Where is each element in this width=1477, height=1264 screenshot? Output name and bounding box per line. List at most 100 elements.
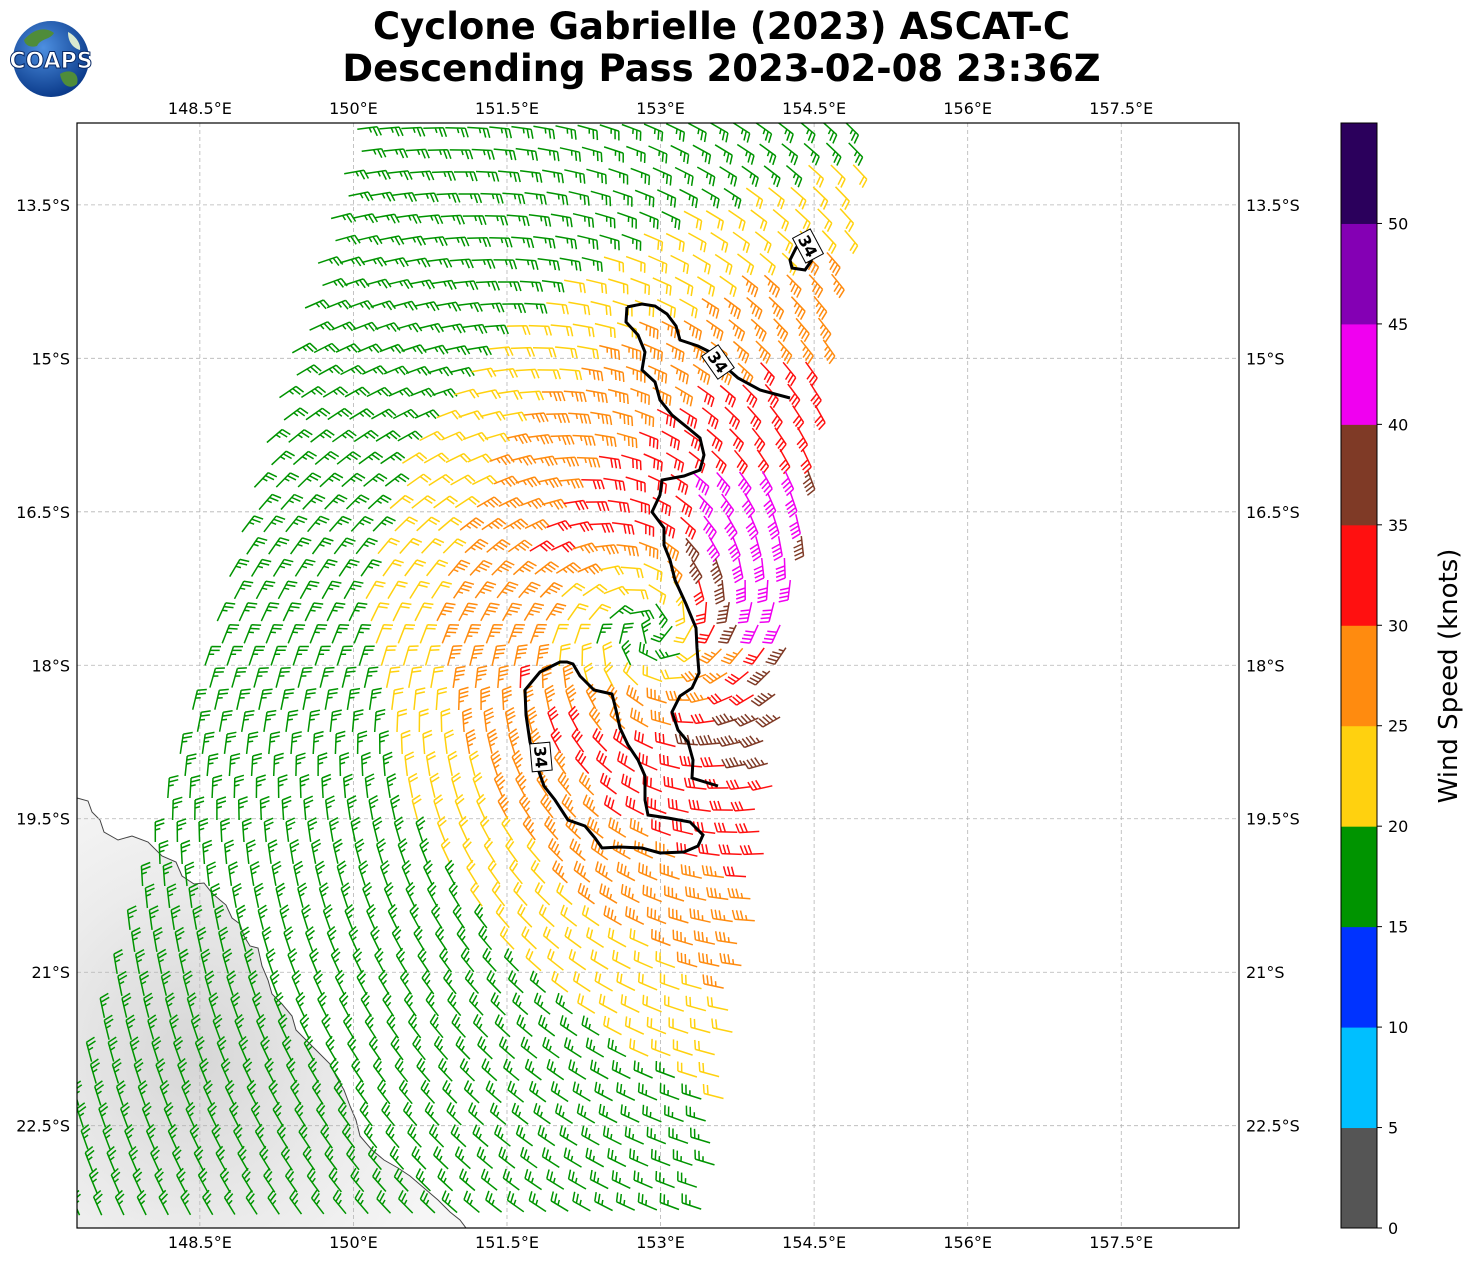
wind-barb — [368, 1035, 382, 1061]
wind-barb — [324, 688, 339, 710]
wind-barb — [585, 927, 605, 949]
wind-barb — [489, 1102, 507, 1125]
wind-barb — [546, 948, 564, 971]
wind-barb — [360, 991, 373, 1017]
wind-barb — [267, 839, 278, 865]
wind-barb — [491, 644, 506, 666]
wind-barb — [577, 234, 599, 250]
wind-barb — [255, 774, 266, 799]
wind-barb — [309, 623, 328, 644]
wind-barb — [264, 1057, 275, 1084]
wind-barb — [577, 563, 603, 575]
wind-barb — [574, 749, 590, 774]
wind-barb — [640, 618, 652, 644]
wind-barb — [667, 560, 683, 584]
wind-barb — [441, 623, 460, 644]
wind-barb — [372, 1167, 387, 1192]
wind-barb — [268, 537, 290, 555]
wind-barb — [186, 992, 197, 1018]
wind-barb — [609, 604, 634, 619]
wind-barb — [295, 752, 306, 777]
wind-barb — [383, 148, 409, 159]
wind-barb — [785, 492, 798, 518]
wind-barb — [621, 344, 642, 361]
wind-barb — [482, 947, 497, 972]
wind-barb — [421, 969, 435, 995]
wind-barb — [568, 948, 587, 971]
wind-barb — [793, 536, 805, 561]
wind-barb — [414, 192, 439, 203]
wind-barb — [705, 319, 724, 342]
wind-barb — [539, 582, 563, 598]
wind-barb — [642, 1104, 662, 1123]
wind-barb — [407, 772, 419, 798]
wind-barb — [585, 1147, 605, 1168]
wind-barb — [392, 602, 412, 622]
lat-tick-label: 22.5°S — [1246, 1117, 1300, 1136]
wind-barb — [603, 256, 625, 273]
wind-barb — [345, 494, 370, 510]
wind-barb — [618, 622, 634, 644]
wind-barb — [745, 514, 759, 541]
wind-barb — [215, 1145, 227, 1172]
wind-barb — [572, 971, 591, 993]
wind-barb — [563, 499, 589, 511]
wind-barb — [681, 1193, 702, 1210]
wind-barb — [541, 1147, 560, 1169]
wind-barb — [164, 992, 175, 1018]
wind-barb — [680, 864, 702, 879]
wind-barb — [577, 882, 595, 905]
wind-barb — [442, 1080, 458, 1104]
wind-barb — [395, 947, 408, 973]
wind-barb — [567, 603, 589, 621]
wind-barb — [344, 904, 355, 930]
wind-barb — [834, 186, 850, 210]
wind-barb — [616, 751, 636, 773]
lon-tick-label: 151.5°E — [475, 99, 539, 118]
wind-barb — [461, 707, 473, 733]
wind-barb — [159, 1080, 170, 1106]
wind-barb — [655, 1170, 675, 1189]
wind-barb — [373, 708, 386, 733]
wind-barb — [354, 838, 365, 864]
wind-barb — [281, 795, 292, 821]
wind-barb — [265, 948, 276, 974]
wind-barb — [696, 166, 716, 187]
wind-barb — [563, 1037, 582, 1059]
wind-barb — [405, 881, 416, 908]
wind-barb — [391, 925, 403, 952]
wind-barb — [612, 190, 633, 207]
wind-barb — [568, 190, 590, 206]
wind-barb — [724, 406, 741, 430]
wind-barb — [821, 230, 837, 254]
wind-barb — [594, 1191, 613, 1212]
wind-barb — [637, 972, 658, 991]
wind-barb — [267, 1189, 280, 1215]
wind-barb — [652, 167, 672, 186]
wind-barb — [698, 494, 714, 518]
wind-barb — [380, 451, 406, 465]
wind-barb — [471, 474, 498, 486]
wind-barb — [638, 641, 658, 662]
lat-tick-label: 15°S — [1246, 349, 1285, 368]
wind-barb — [616, 544, 640, 557]
logo-text: COAPS — [10, 49, 92, 74]
wind-barb — [602, 641, 613, 666]
wind-barb — [132, 1167, 143, 1194]
wind-barb — [459, 517, 485, 531]
wind-barb — [110, 1167, 121, 1194]
wind-barb — [633, 1060, 653, 1079]
wind-barb — [809, 383, 822, 409]
wind-barb — [189, 774, 201, 799]
wind-barb — [124, 1124, 134, 1150]
wind-barb — [335, 343, 362, 353]
wind-barb — [596, 623, 613, 644]
wind-barb — [416, 516, 441, 532]
wind-barb — [643, 123, 664, 142]
wind-barb — [93, 1080, 105, 1106]
wind-barb — [229, 558, 250, 577]
wind-barb — [297, 882, 308, 908]
wind-barb — [239, 926, 250, 952]
wind-barb — [612, 521, 635, 535]
wind-barb — [435, 686, 448, 711]
